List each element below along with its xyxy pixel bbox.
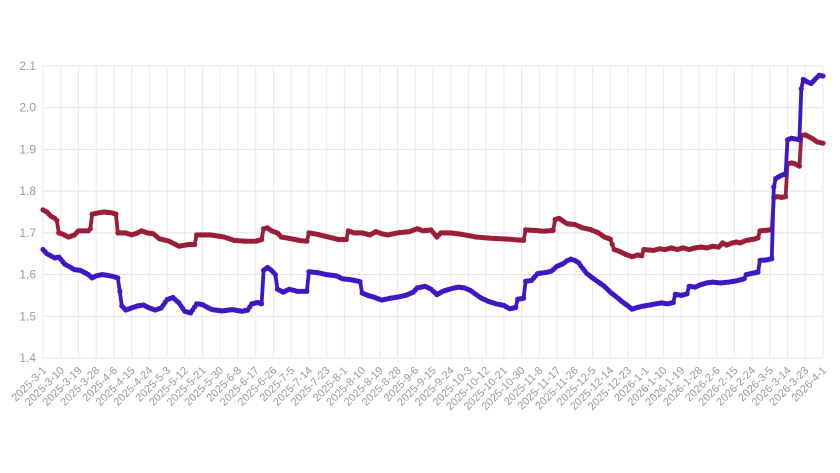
- red-series-point: [87, 226, 93, 232]
- red-series-point: [609, 241, 615, 247]
- blue-series-point: [771, 184, 777, 190]
- red-series-point: [54, 217, 60, 223]
- blue-series-point: [755, 269, 761, 275]
- blue-series-point: [798, 86, 804, 92]
- red-series-point: [796, 163, 803, 169]
- blue-series-point: [304, 288, 310, 294]
- y-axis-tick-label: 1.4: [19, 351, 36, 365]
- y-axis-tick-label: 1.8: [19, 184, 36, 198]
- red-series-point: [259, 236, 265, 243]
- red-series-point: [755, 235, 761, 241]
- red-series-point: [113, 211, 119, 217]
- y-axis-tick-label: 2.0: [19, 101, 36, 115]
- blue-series-point: [670, 299, 676, 306]
- blue-series-point: [513, 304, 519, 311]
- red-series-point: [550, 227, 556, 233]
- red-series-point: [820, 140, 826, 146]
- red-series-point: [639, 253, 645, 259]
- blue-series-point: [796, 137, 803, 143]
- red-series-point: [607, 236, 613, 242]
- blue-series-point: [684, 291, 690, 297]
- y-axis-tick-label: 1.7: [19, 226, 36, 240]
- blue-series-point: [259, 301, 265, 307]
- y-axis-tick-label: 2.1: [19, 59, 36, 73]
- blue-series-point: [117, 288, 123, 294]
- blue-series-point: [769, 256, 775, 262]
- blue-series-point: [820, 73, 826, 79]
- red-series-point: [304, 238, 310, 244]
- red-series-point: [343, 236, 349, 243]
- blue-series-point: [357, 279, 363, 285]
- blue-series-point: [272, 272, 278, 278]
- blue-series-point: [115, 275, 121, 281]
- red-series-point: [783, 194, 789, 200]
- blue-series-point: [521, 295, 527, 301]
- red-series-point: [521, 237, 527, 243]
- y-axis-tick-label: 1.9: [19, 142, 36, 156]
- blue-series-point: [783, 171, 789, 178]
- blue-series-point: [741, 276, 747, 282]
- y-axis-tick-label: 1.5: [19, 309, 36, 323]
- y-axis-tick-label: 1.6: [19, 268, 36, 282]
- red-series-point: [192, 241, 198, 248]
